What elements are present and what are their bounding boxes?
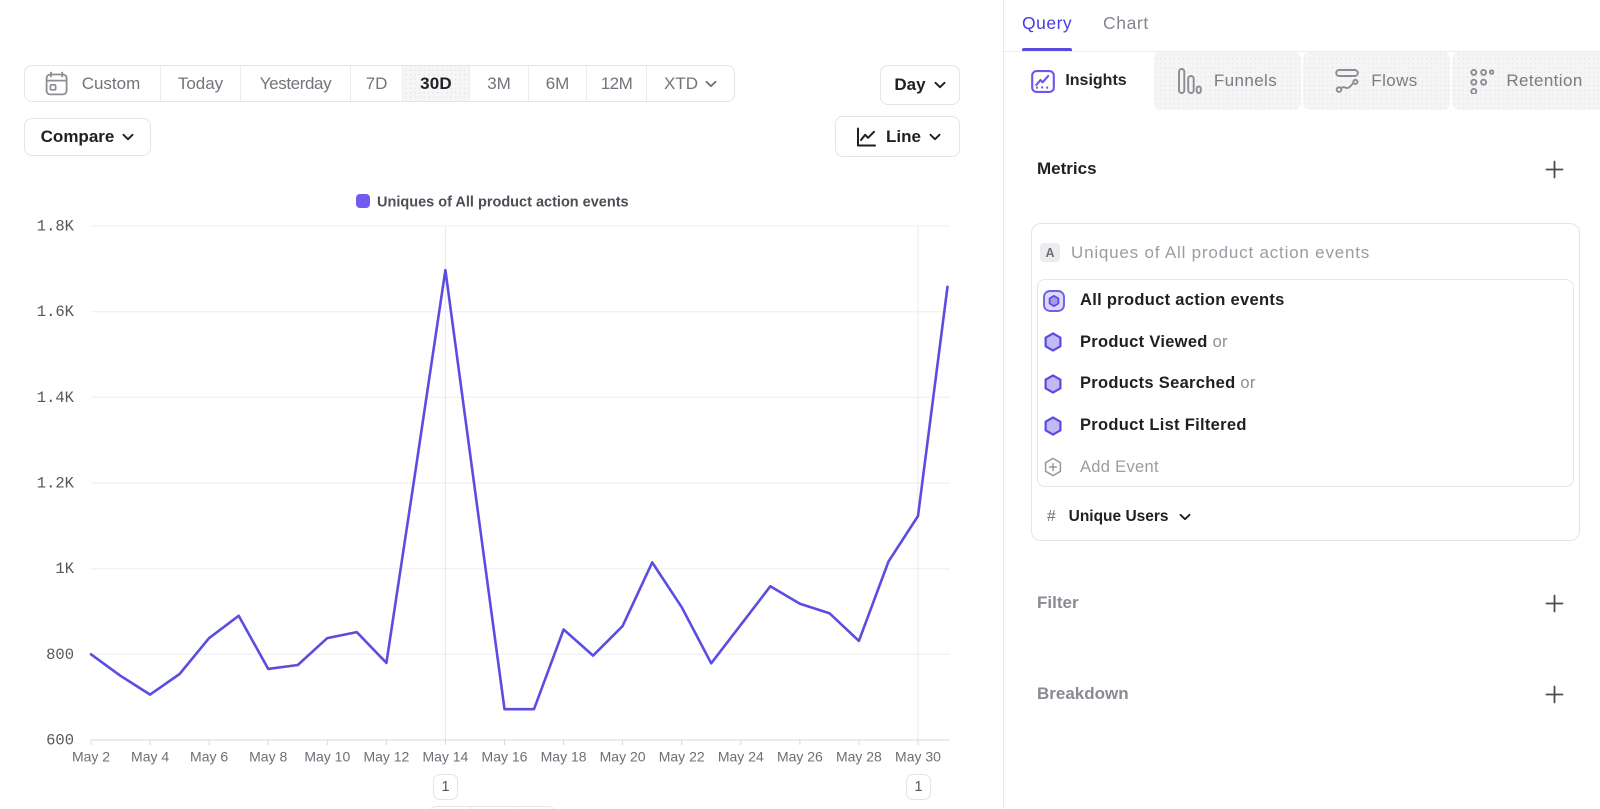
svg-text:May 12: May 12 — [363, 749, 409, 765]
svg-text:May 6: May 6 — [190, 749, 228, 765]
svg-text:1.2K: 1.2K — [37, 475, 75, 493]
svg-text:800: 800 — [46, 646, 74, 664]
svg-text:1.8K: 1.8K — [37, 218, 75, 236]
svg-text:600: 600 — [46, 732, 74, 750]
svg-text:May 20: May 20 — [600, 749, 646, 765]
svg-text:May 24: May 24 — [718, 749, 764, 765]
svg-text:May 8: May 8 — [249, 749, 287, 765]
svg-text:May 26: May 26 — [777, 749, 823, 765]
svg-text:1.6K: 1.6K — [37, 303, 75, 321]
svg-text:May 16: May 16 — [482, 749, 528, 765]
svg-text:1K: 1K — [55, 560, 74, 578]
svg-text:1.4K: 1.4K — [37, 389, 75, 407]
svg-text:May 30: May 30 — [895, 749, 941, 765]
svg-text:May 14: May 14 — [422, 749, 468, 765]
svg-text:Uniques of All product action: Uniques of All product action events — [377, 195, 629, 211]
svg-text:May 18: May 18 — [541, 749, 587, 765]
svg-text:May 2: May 2 — [72, 749, 110, 765]
svg-text:May 22: May 22 — [659, 749, 705, 765]
svg-text:May 10: May 10 — [304, 749, 350, 765]
svg-text:May 28: May 28 — [836, 749, 882, 765]
svg-text:May 4: May 4 — [131, 749, 169, 765]
